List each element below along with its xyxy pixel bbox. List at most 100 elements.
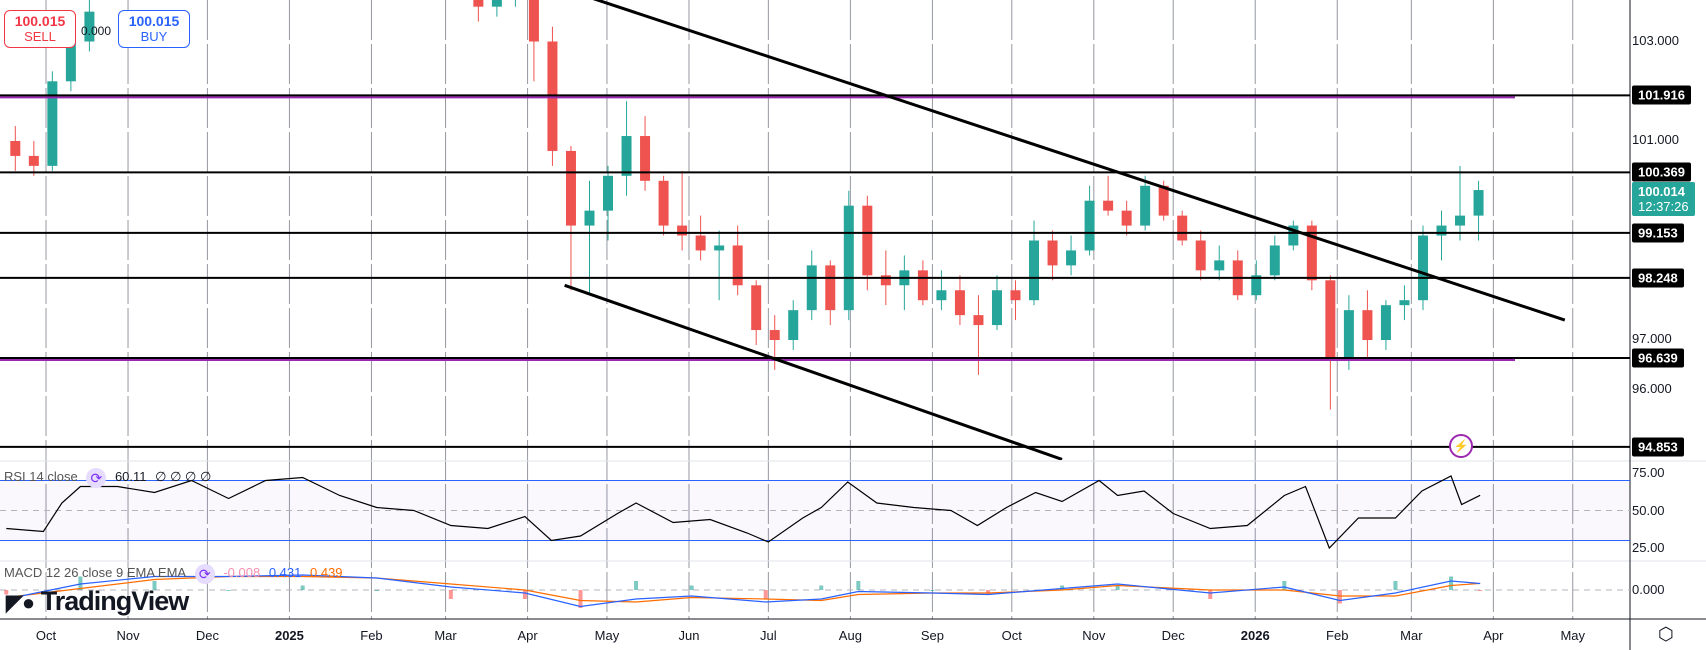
candle-body <box>603 175 614 211</box>
candle-body <box>1288 225 1299 246</box>
time-tick-label: Feb <box>360 628 383 643</box>
macd-tick-label: 0.000 <box>1632 582 1665 597</box>
candle-body <box>1103 200 1114 211</box>
macd-histogram-bar <box>522 590 527 599</box>
macd-histogram-bar <box>578 590 583 608</box>
candle-body <box>1455 215 1466 226</box>
macd-name: MACD 12 26 close 9 EMA EMA <box>4 565 187 580</box>
candle-body <box>528 0 539 42</box>
candle-body <box>917 270 928 301</box>
candle-body <box>1047 240 1058 266</box>
time-tick-label: Dec <box>195 628 219 643</box>
candle-body <box>1177 215 1188 241</box>
candle-body <box>1066 250 1077 266</box>
macd-histogram-bar <box>930 590 935 591</box>
candle-body <box>1084 200 1095 251</box>
lightning-icon[interactable]: ⚡ <box>1449 434 1473 458</box>
macd-histogram-bar <box>448 590 453 599</box>
time-tick-label: May <box>594 628 620 643</box>
candle-body <box>1140 185 1151 226</box>
candle-body <box>954 290 965 316</box>
level-price-tag: 94.853 <box>1632 437 1684 457</box>
macd-histogram-bar <box>1115 585 1120 590</box>
candle-body <box>491 0 502 7</box>
candle-body <box>1010 290 1021 301</box>
macd-histogram-bar <box>78 576 83 590</box>
current-price-tag: 100.014 12:37:26 <box>1632 182 1695 216</box>
price-tick-label: 96.000 <box>1632 380 1672 396</box>
rsi-line <box>6 475 1481 550</box>
buy-button[interactable]: 100.015 BUY <box>118 10 190 48</box>
time-tick-label: Oct <box>1001 628 1022 643</box>
rsi-extras: ∅ ∅ ∅ ∅ <box>155 469 212 484</box>
rsi-tick-label: 25.00 <box>1632 540 1665 555</box>
candle-body <box>28 155 39 166</box>
buy-price: 100.015 <box>128 13 180 29</box>
time-tick-label: Sep <box>920 628 944 643</box>
macd-line <box>6 574 1481 608</box>
candle-body <box>658 180 669 226</box>
time-tick-label: Nov <box>1082 628 1106 643</box>
sync-icon[interactable]: ⟳ <box>194 563 215 584</box>
candle-body <box>806 265 817 311</box>
price-tick-label: 101.000 <box>1632 132 1679 147</box>
macd-histogram-bar <box>4 590 9 595</box>
candle-body <box>843 205 854 311</box>
candle-body <box>825 265 836 311</box>
candle-body <box>677 225 688 236</box>
time-tick-label: Feb <box>1326 628 1349 643</box>
macd-histogram-bar <box>985 590 990 595</box>
level-price-tag: 98.248 <box>1632 268 1684 288</box>
macd-histogram-bar <box>374 590 379 591</box>
time-tick-label: Oct <box>35 628 57 643</box>
rsi-value: 60.11 <box>114 469 147 484</box>
trendline <box>592 0 1566 322</box>
candle-body <box>1362 310 1373 340</box>
sell-button[interactable]: 100.015 SELL <box>4 10 76 48</box>
macd-signal-line <box>6 575 1481 603</box>
trendline <box>564 283 1063 460</box>
macd-legend[interactable]: MACD 12 26 close 9 EMA EMA ⟳ -0.008 0.43… <box>4 563 348 584</box>
level-price-tag: 100.369 <box>1632 162 1691 182</box>
candle-body <box>1306 225 1317 281</box>
macd-histogram-bar <box>1393 581 1398 590</box>
candle-body <box>1343 310 1354 360</box>
candle-body <box>1473 190 1484 216</box>
candle-body <box>565 150 576 226</box>
sync-icon[interactable]: ⟳ <box>86 467 107 488</box>
candle-body <box>65 41 76 82</box>
candle-body <box>973 315 984 326</box>
level-price-tag: 99.153 <box>1632 223 1684 243</box>
macd-histogram-bar <box>1208 590 1213 599</box>
rsi-legend[interactable]: RSI 14 close ⟳ 60.11 ∅ ∅ ∅ ∅ <box>4 467 216 488</box>
rsi-tick-label: 50.00 <box>1632 502 1665 518</box>
macd-histogram-bar <box>689 585 694 590</box>
candle-body <box>714 245 725 251</box>
gear-icon[interactable]: ⬡ <box>1658 624 1674 644</box>
candle-body <box>732 245 743 286</box>
candle-body <box>1436 225 1447 236</box>
candle-body <box>1121 210 1132 226</box>
tradingview-logo-mark: ◤● <box>6 590 35 615</box>
candle-body <box>751 285 762 331</box>
current-price: 100.014 <box>1638 184 1685 199</box>
candle-body <box>10 141 21 156</box>
price-tick-label: 97.000 <box>1632 331 1672 346</box>
candle-body <box>862 205 873 276</box>
candle-body <box>1214 260 1225 271</box>
macd-histogram-bar <box>856 581 861 590</box>
tradingview-logo[interactable]: ◤● TradingView <box>6 586 189 618</box>
time-tick-label: Apr <box>517 628 538 643</box>
candles <box>10 0 1484 410</box>
time-tick-label: 2025 <box>274 628 304 643</box>
macd-histogram-bar <box>1449 576 1454 590</box>
candle-body <box>1251 275 1262 296</box>
macd-histogram-bar <box>1478 590 1483 591</box>
signal-value: 0.439 <box>310 565 343 580</box>
time-tick-label: 2026 <box>1240 628 1270 643</box>
candle-body <box>936 290 947 301</box>
candle-body <box>880 275 891 286</box>
level-price-tag: 101.916 <box>1632 85 1691 105</box>
candle-body <box>1325 280 1336 360</box>
